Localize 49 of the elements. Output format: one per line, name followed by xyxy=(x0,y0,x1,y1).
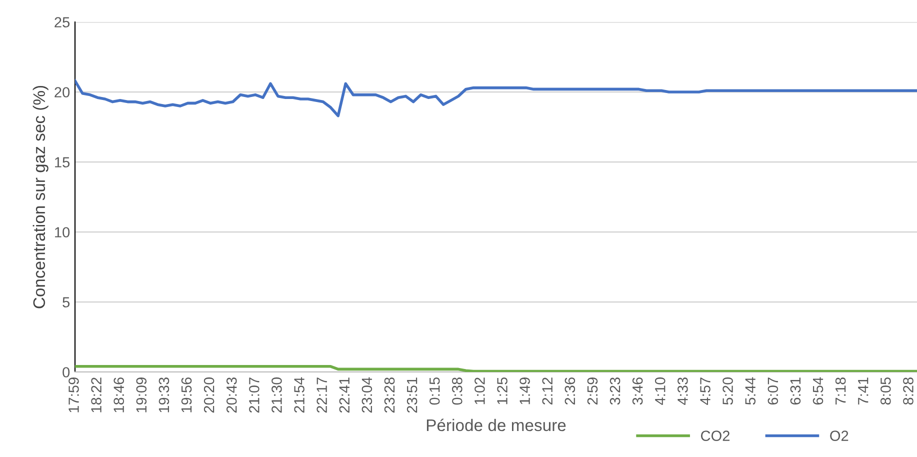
y-tick-label: 5 xyxy=(62,297,70,308)
x-tick-label: 23:51 xyxy=(406,378,418,413)
y-axis-title: Concentration sur gaz sec (%) xyxy=(32,86,48,308)
x-tick-label: 23:28 xyxy=(384,377,395,413)
x-tick-label: 18:46 xyxy=(114,378,124,412)
x-tick-label: 8:05 xyxy=(880,377,891,405)
x-axis-title: Période de mesure xyxy=(426,418,566,432)
line-series xyxy=(75,79,917,118)
x-tick-label: 6:54 xyxy=(812,377,824,404)
x-tick-label: 17:59 xyxy=(68,378,79,412)
x-tick-label: 6:31 xyxy=(790,378,801,404)
x-tick-label: 0:15 xyxy=(429,377,440,405)
x-tick-label: 20:20 xyxy=(204,377,214,413)
x-tick-label: 21:54 xyxy=(294,377,304,413)
x-tick-label: 5:44 xyxy=(745,377,756,405)
x-tick-label: 2:59 xyxy=(587,378,598,405)
x-tick-label: 19:33 xyxy=(158,378,170,412)
x-tick-label: 2:36 xyxy=(564,378,576,405)
x-tick-label: 19:09 xyxy=(136,378,147,412)
x-tick-label: 7:41 xyxy=(858,378,868,404)
x-tick-label: 0:38 xyxy=(452,377,462,405)
y-tick-label: 15 xyxy=(55,157,70,168)
x-tick-label: 3:23 xyxy=(610,378,620,405)
x-tick-label: 23:04 xyxy=(362,377,372,413)
x-tick-label: 6:07 xyxy=(768,378,778,404)
y-tick-label: 20 xyxy=(54,87,70,98)
x-tick-label: 4:10 xyxy=(654,377,666,405)
x-tick-label: 20:43 xyxy=(226,378,237,413)
y-tick-label: 25 xyxy=(54,17,70,28)
x-tick-label: 8:28 xyxy=(903,377,914,405)
x-tick-label: 21:07 xyxy=(249,378,260,413)
x-tick-label: 22:17 xyxy=(316,378,327,413)
x-tick-label: 18:22 xyxy=(91,378,102,412)
x-tick-label: 7:18 xyxy=(835,377,846,404)
x-tick-label: 1:02 xyxy=(474,378,485,404)
x-tick-label: 1:49 xyxy=(520,378,530,404)
x-tick-label: 4:57 xyxy=(700,378,710,405)
x-tick-label: 5:20 xyxy=(722,377,733,405)
y-tick-label: 10 xyxy=(55,227,70,238)
x-tick-label: 19:56 xyxy=(181,378,192,412)
legend-label: O2 xyxy=(830,430,848,441)
x-tick-label: 1:25 xyxy=(497,377,508,404)
x-tick-label: 2:12 xyxy=(542,378,552,405)
x-tick-label: 22:41 xyxy=(339,378,350,413)
x-tick-label: 21:30 xyxy=(272,377,282,413)
legend-label: CO2 xyxy=(700,430,730,441)
y-tick-label: 0 xyxy=(62,367,70,378)
x-tick-label: 3:46 xyxy=(632,378,643,405)
x-tick-label: 4:33 xyxy=(678,378,688,405)
